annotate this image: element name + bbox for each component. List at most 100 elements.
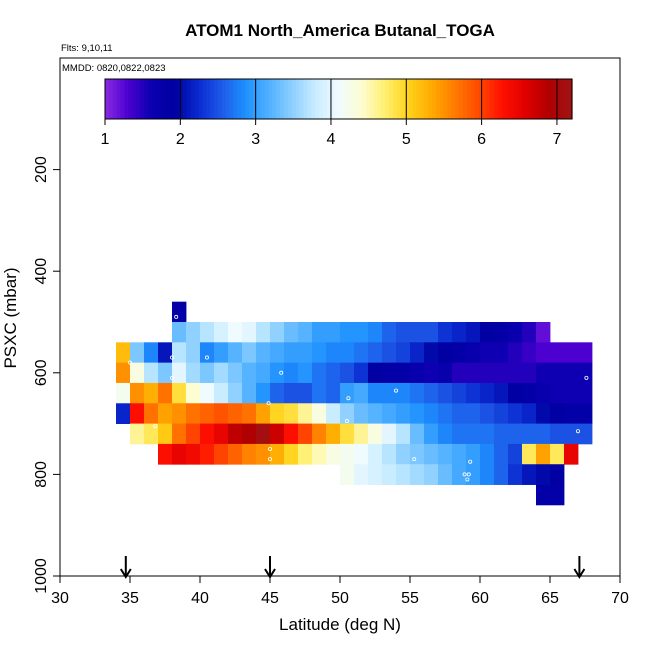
colorbar-swatch [322, 79, 328, 119]
heatmap-cell [480, 342, 495, 364]
heatmap-cell [340, 322, 355, 343]
colorbar: 1 2 3 4 5 6 7 [101, 78, 573, 148]
heatmap-cell [494, 423, 509, 445]
heatmap-cell [452, 322, 467, 343]
heatmap-cell [228, 362, 243, 384]
heatmap-cell [466, 464, 481, 485]
heatmap-cell [354, 443, 369, 465]
colorbar-tick-label: 4 [327, 131, 336, 148]
colorbar-swatch [474, 79, 480, 119]
dates-note: MMDD: 0820,0822,0823 [62, 63, 166, 74]
heatmap-cell [522, 403, 537, 424]
colorbar-swatch [552, 79, 558, 119]
heatmap-cell [242, 322, 257, 343]
colorbar-swatch [478, 79, 484, 119]
colorbar-swatch [439, 79, 445, 119]
colorbar-swatch [319, 79, 324, 119]
heatmap-cell [522, 382, 537, 404]
colorbar-tick-label: 6 [477, 131, 486, 148]
heatmap-cell [200, 362, 215, 384]
sample-marker [412, 457, 417, 462]
colorbar-swatch [276, 79, 281, 119]
sample-marker [267, 467, 272, 472]
colorbar-swatch [206, 79, 211, 119]
heatmap-cell [424, 403, 439, 424]
heatmap-cell [116, 362, 131, 384]
colorbar-swatch [143, 79, 149, 119]
heatmap-cell [536, 403, 551, 424]
heatmap-cell [298, 322, 313, 343]
heatmap-cell [130, 423, 145, 445]
heatmap-cell [326, 342, 341, 364]
x-tick-label: 40 [191, 590, 209, 607]
heatmap-cell [438, 464, 453, 485]
heatmap-cell [550, 484, 565, 506]
colorbar-swatch [315, 79, 320, 119]
heatmap-cell [410, 464, 425, 485]
heatmap-cell [298, 382, 313, 404]
colorbar-swatch [533, 79, 538, 119]
sample-marker [174, 314, 179, 319]
colorbar-swatch [326, 79, 332, 119]
heatmap-cell [158, 423, 173, 445]
heatmap-cell [480, 443, 495, 465]
chart-title: ATOM1 North_America Butanal_TOGA [185, 21, 495, 40]
heatmap-cell [172, 423, 187, 445]
heatmap-cell [536, 464, 551, 485]
sample-marker [125, 444, 130, 449]
colorbar-swatch [342, 79, 347, 119]
colorbar-tick-label: 1 [101, 131, 110, 148]
x-tick-label: 70 [611, 590, 629, 607]
heatmap-cell [536, 342, 551, 364]
heatmap-cell [270, 362, 285, 384]
colorbar-swatch [385, 79, 390, 119]
heatmap-cell [536, 382, 551, 404]
heatmap-cell [368, 443, 383, 465]
heatmap-cell [382, 464, 397, 485]
heatmap-cell [144, 403, 159, 424]
sample-marker [393, 388, 398, 393]
heatmap-cell [326, 362, 341, 384]
heatmap-cell [312, 403, 327, 424]
heatmap-cell [270, 382, 285, 404]
colorbar-swatch [404, 79, 410, 119]
heatmap-cell [480, 362, 495, 384]
heatmap-cell [312, 362, 327, 384]
heatmap-cell [438, 342, 453, 364]
heatmap-cell [494, 342, 509, 364]
heatmap-cell [536, 423, 551, 445]
heatmap-cell [536, 322, 551, 343]
heatmap-cell [382, 423, 397, 445]
colorbar-swatch [136, 79, 141, 119]
colorbar-swatch [451, 79, 456, 119]
heatmap-cell [424, 382, 439, 404]
heatmap-cell [396, 382, 411, 404]
heatmap-cell [228, 403, 243, 424]
heatmap-cell [424, 464, 439, 485]
heatmap-cell [564, 342, 579, 364]
sample-marker [127, 360, 132, 365]
heatmap-cell [172, 301, 187, 323]
heatmap-cell [564, 403, 579, 424]
heatmap-cell [452, 342, 467, 364]
heatmap-cell [578, 362, 593, 384]
heatmap-cell [564, 382, 579, 404]
arrow-head [573, 568, 586, 579]
heatmap-cell [270, 423, 285, 445]
heatmap-cell [452, 443, 467, 465]
heatmap-cell [116, 403, 131, 424]
colorbar-swatch [369, 79, 375, 119]
colorbar-tick-label: 2 [176, 131, 185, 148]
heatmap-cell [536, 362, 551, 384]
heatmap-cell [158, 342, 173, 364]
heatmap-cell [410, 423, 425, 445]
colorbar-swatch [509, 79, 515, 119]
heatmap-cell [368, 382, 383, 404]
colorbar-swatch [252, 79, 258, 119]
heatmap-cell [144, 342, 159, 364]
heatmap-cell [214, 443, 229, 465]
heatmap-cell [228, 443, 243, 465]
heatmap-cell [480, 423, 495, 445]
heatmap-cell [522, 362, 537, 384]
heatmap-cell [256, 362, 271, 384]
